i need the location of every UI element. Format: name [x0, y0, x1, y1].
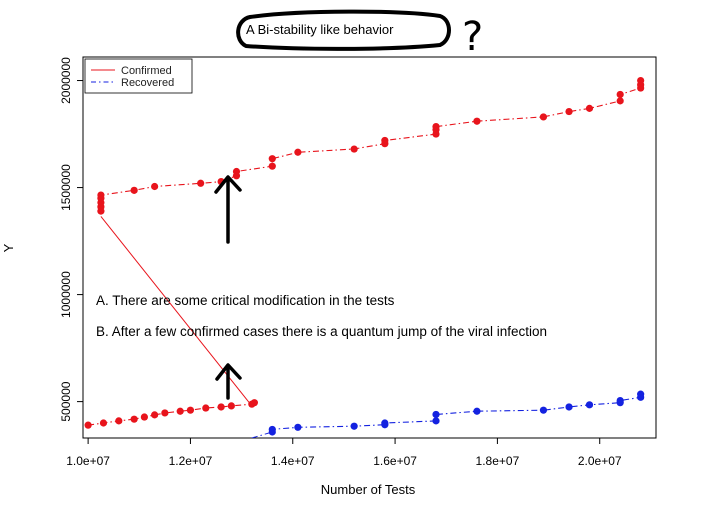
legend-entry-recovered: Recovered	[121, 77, 174, 89]
confirmed-data-point	[151, 182, 159, 191]
confirmed-data-point	[130, 186, 138, 194]
legend-entry-confirmed: Confirmed	[121, 65, 172, 77]
arrow-up-annotation-lower	[215, 363, 242, 400]
confirmed-data-point	[250, 399, 258, 407]
axes: 1.0e+07 1.2e+07 1.4e+07 1.6e+07 1.8e+07 2.0e+…	[59, 57, 622, 468]
annotation-note-a: A. There are some critical modification …	[96, 293, 395, 308]
confirmed-data-point	[350, 145, 358, 153]
confirmed-data-point	[565, 107, 573, 116]
y-tick-label: 1500000	[59, 164, 73, 211]
question-mark-annotation: ?	[462, 14, 483, 60]
recovered-data-point	[585, 401, 594, 409]
recovered-series-line	[271, 394, 642, 432]
confirmed-data-point	[616, 90, 624, 99]
confirmed-data-point	[294, 148, 302, 156]
x-tick-label: 1.8e+07	[476, 454, 520, 468]
annotation-note-b: B. After a few confirmed cases there is …	[96, 324, 547, 339]
recovered-data-point	[381, 419, 389, 427]
confirmed-data-point	[84, 421, 92, 429]
confirmed-data-point	[268, 162, 276, 170]
recovered-data-point	[432, 417, 440, 425]
x-tick-label: 1.6e+07	[373, 454, 417, 468]
callout-text: A Bi-stability like behavior	[246, 22, 394, 37]
arrow-up-annotation-upper	[214, 175, 242, 244]
confirmed-data-point	[202, 404, 210, 412]
confirmed-series-line	[88, 402, 255, 426]
confirmed-data-point	[232, 167, 241, 176]
confirmed-data-point	[539, 113, 548, 121]
confirmed-data-point	[161, 409, 169, 417]
series-clip-group	[84, 76, 645, 438]
confirmed-data-point	[637, 76, 645, 85]
recovered-data-point	[294, 423, 302, 431]
y-tick-label: 500000	[59, 381, 73, 421]
confirmed-data-point	[381, 136, 389, 145]
confirmed-data-point	[217, 403, 225, 411]
y-tick-label: 2000000	[59, 57, 73, 104]
recovered-data-point	[539, 406, 548, 414]
confirmed-data-point	[140, 413, 148, 421]
callout-bubble: A Bi-stability like behavior	[236, 9, 451, 51]
y-axis-label: Y	[1, 243, 16, 252]
recovered-data-point	[432, 410, 440, 419]
plot-frame	[82, 56, 657, 439]
recovered-data-point	[473, 407, 481, 415]
plot-area	[82, 56, 657, 439]
confirmed-data-point	[97, 191, 105, 199]
confirmed-series-line	[100, 80, 642, 212]
confirmed-data-point	[130, 415, 138, 423]
legend-box	[84, 58, 193, 94]
confirmed-data-point	[616, 97, 624, 105]
recovered-data-point	[616, 396, 624, 405]
recovered-data-point	[637, 390, 645, 398]
confirmed-data-point	[115, 417, 123, 425]
recovered-data-point	[565, 403, 573, 411]
confirmed-data-point	[186, 406, 195, 414]
confirmed-data-point	[99, 419, 108, 427]
x-tick-label: 1.0e+07	[66, 454, 110, 468]
confirmed-data-point	[585, 104, 594, 112]
confirmed-data-point	[473, 117, 481, 125]
confirmed-data-point	[268, 155, 276, 163]
confirmed-data-point	[151, 411, 159, 419]
confirmed-data-point	[432, 122, 440, 131]
x-tick-label: 2.0e+07	[578, 454, 622, 468]
y-tick-label: 1000000	[59, 271, 73, 318]
confirmed-data-point	[176, 407, 184, 415]
x-tick-label: 1.2e+07	[169, 454, 213, 468]
series-layer	[84, 76, 645, 438]
x-axis-label: Number of Tests	[321, 482, 416, 497]
recovered-data-point	[268, 425, 276, 434]
x-tick-label: 1.4e+07	[271, 454, 315, 468]
confirmed-data-point	[197, 179, 205, 187]
recovered-data-point	[350, 422, 358, 430]
confirmed-data-point	[227, 402, 235, 410]
